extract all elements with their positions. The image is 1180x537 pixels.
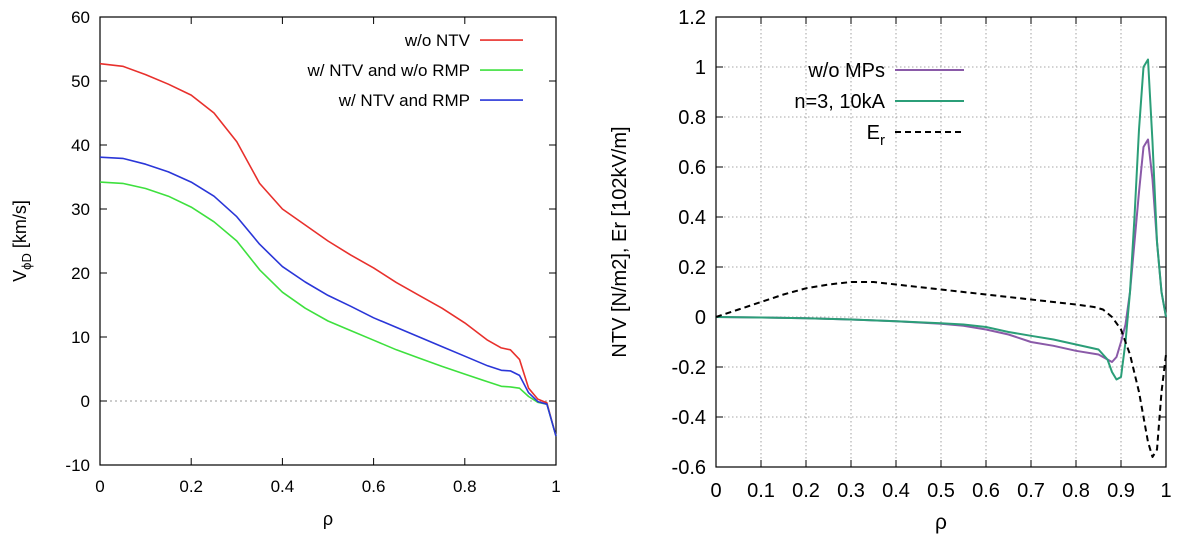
x-tick-label: 0 [95, 477, 104, 496]
legend-label-0: w/o NTV [404, 31, 471, 50]
x-tick-label: 0.4 [271, 477, 295, 496]
series-line-0 [715, 138, 1167, 363]
y-axis-label: NTV [N/m2], Er [102kV/m] [609, 126, 631, 357]
x-tick-label: 0.2 [179, 477, 203, 496]
y-tick-label: 40 [71, 136, 90, 155]
series-line-1 [715, 58, 1167, 381]
y-tick-label: 0.8 [678, 107, 706, 129]
y-tick-label: 10 [71, 328, 90, 347]
x-tick-label: 0 [710, 480, 721, 502]
legend-label-1: n=3, 10kA [794, 91, 885, 113]
x-axis-label: ρ [323, 509, 333, 529]
x-tick-label: 0.5 [927, 480, 955, 502]
y-tick-label: 1 [695, 57, 706, 79]
series-line-2 [715, 281, 1167, 458]
y-axis-label: VϕD [km/s] [10, 200, 34, 282]
left-chart: 0 0.2 0.4 0.6 0.8 1 -10 0 10 20 30 40 50 60 w/o NTV w/ … [10, 8, 561, 529]
y-tick-label: 60 [71, 8, 90, 27]
plot-frame [99, 16, 557, 466]
x-tick-label: 0.7 [1017, 480, 1045, 502]
series-line-1 [99, 181, 557, 437]
y-tick-label: 1.2 [678, 7, 706, 29]
x-tick-label: 0.6 [972, 480, 1000, 502]
y-tick-label: -10 [65, 456, 90, 475]
legend-label-1: w/ NTV and w/o RMP [307, 61, 471, 80]
x-tick-label: 0.6 [362, 477, 386, 496]
series-line-0 [99, 62, 557, 437]
y-tick-label: -0.2 [672, 357, 706, 379]
x-tick-label: 0.8 [1062, 480, 1090, 502]
x-tick-label: 0.4 [882, 480, 910, 502]
x-tick-label: 0.9 [1107, 480, 1135, 502]
legend: w/o NTV w/ NTV and w/o RMP w/ NTV and RMP [307, 31, 523, 110]
y-tick-label: -0.4 [672, 407, 706, 429]
legend-label-2: w/ NTV and RMP [338, 91, 470, 110]
x-tick-label: 0.1 [747, 480, 775, 502]
x-tick-label: 0.8 [453, 477, 477, 496]
y-tick-label: 0.6 [678, 157, 706, 179]
x-tick-label: 0.2 [792, 480, 820, 502]
series-line-2 [99, 156, 557, 437]
y-tick-label: 0.4 [678, 207, 706, 229]
y-tick-label: 20 [71, 264, 90, 283]
legend-label-0: w/o MPs [807, 60, 885, 82]
y-tick-label: -0.6 [672, 457, 706, 479]
x-tick-label: 0.3 [837, 480, 865, 502]
y-tick-label: 0.2 [678, 257, 706, 279]
grid [716, 17, 1166, 467]
legend-label-2: Er [867, 122, 885, 149]
x-axis-label: ρ [935, 511, 947, 534]
y-tick-label: 50 [71, 72, 90, 91]
y-tick-label: 30 [71, 200, 90, 219]
x-tick-label: 1 [1160, 480, 1171, 502]
x-tick-label: 1 [551, 477, 560, 496]
right-chart: 0 0.1 0.2 0.3 0.4 0.5 0.6 0.7 0.8 0.9 1 -0.6 -0.4 -0.… [609, 7, 1172, 534]
y-tick-label: 0 [695, 307, 706, 329]
y-tick-label: 0 [81, 392, 90, 411]
legend: w/o MPs n=3, 10kA Er [794, 60, 964, 149]
